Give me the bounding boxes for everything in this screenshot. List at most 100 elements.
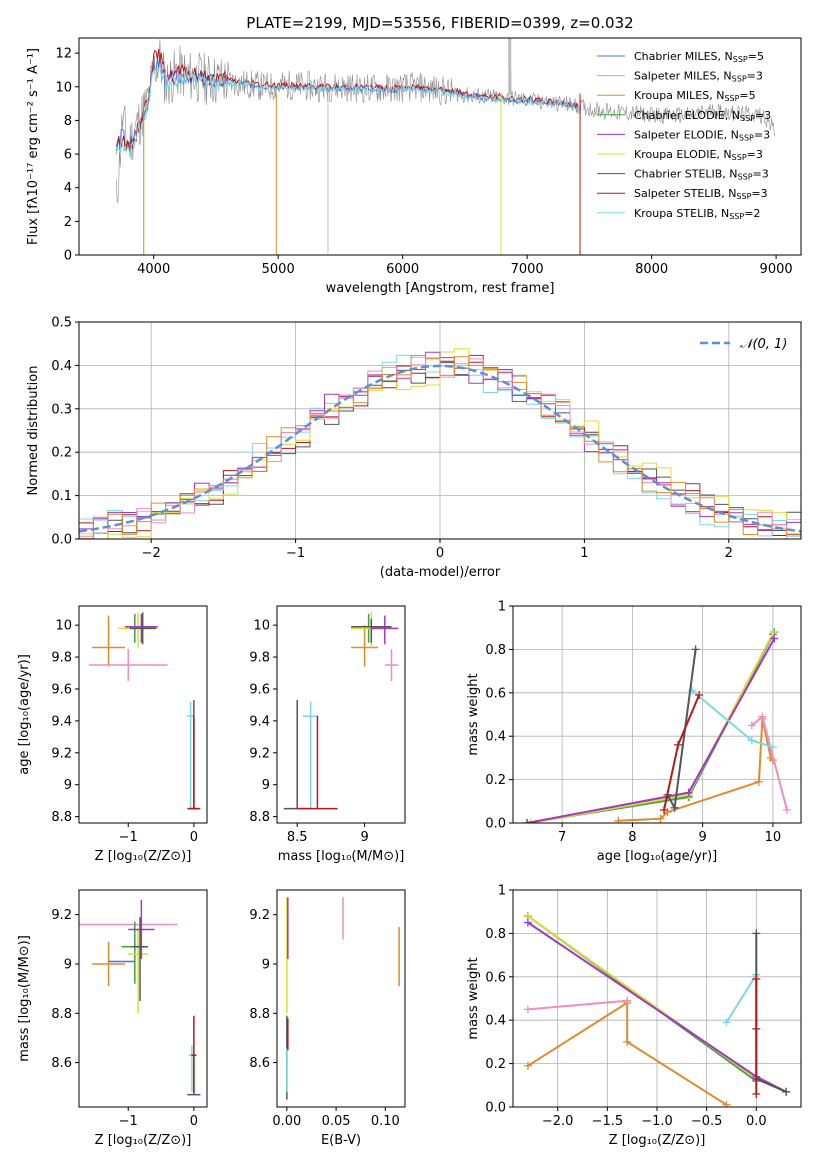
weight-point xyxy=(656,814,665,823)
mass_vs_z-ytick-label: 8.6 xyxy=(51,1056,72,1071)
mass_vs_z-frame xyxy=(78,889,208,1108)
residuals-ytick-label: 0.1 xyxy=(51,489,72,504)
spectrum-axes: 4000 5000 6000 7000 8000 9000 0 2 4 6 8 10 12 wavelen… xyxy=(55,47,792,296)
weight_vs_age-xtick-label: 7 xyxy=(558,830,566,845)
weight_vs_age-ytick-label: 0.2 xyxy=(485,773,506,788)
residuals-xtick-label: −1 xyxy=(286,546,305,561)
spectrum-ytick-label: 4 xyxy=(64,181,72,196)
weight-point xyxy=(623,996,632,1005)
spectrum-xtick-label: 5000 xyxy=(262,262,295,277)
weight_vs_age-xtick-label: 8 xyxy=(628,830,636,845)
weight-point xyxy=(722,1018,731,1027)
legend-suffix: =2 xyxy=(744,207,760,220)
weight_vs_z-ytick-label: 0.4 xyxy=(485,1014,506,1029)
spectrum-ytick-label: 10 xyxy=(55,80,72,95)
legend-suffix: =3 xyxy=(751,187,767,200)
spectrum-ylabel: Flux [fλ10⁻¹⁷ erg cm⁻² s⁻¹ A⁻¹] xyxy=(26,48,41,245)
legend-label: Salpeter ELODIE, N xyxy=(634,128,739,141)
weight-point xyxy=(752,974,761,983)
age_vs_z-ytick-label: 9 xyxy=(64,778,72,793)
weight_vs_z-xtick-label: −1.0 xyxy=(641,1114,673,1129)
age_vs_mass-ytick-label: 8.8 xyxy=(249,810,270,825)
legend-entry: 𝒩(0, 1) xyxy=(740,337,787,352)
weight-point xyxy=(722,1100,731,1107)
weight_vs_age-ylabel: mass weight xyxy=(466,673,481,755)
mass_vs_z-xlabel: Z [log₁₀(Z/Z⊙)] xyxy=(95,1133,192,1148)
spectrum-xtick-label: 4000 xyxy=(137,262,170,277)
weight_vs_z-ytick-label: 0.0 xyxy=(485,1101,506,1116)
age_vs_mass-xtick-label: 9 xyxy=(360,830,368,845)
residuals-ytick-label: 0.5 xyxy=(51,316,72,331)
weight-point xyxy=(752,1024,761,1033)
legend-entry: Chabrier STELIB, NSSP=3 xyxy=(634,168,769,182)
legend-label: Chabrier MILES, N xyxy=(634,50,733,63)
weight-line-kroupa_miles xyxy=(527,1000,728,1106)
age_vs_mass-ytick-label: 9.8 xyxy=(249,651,270,666)
weight_vs_age-axes: 7 8 9 10 0.0 0.2 0.4 0.6 0.8 1 age [log₁₀(age/yr)] xyxy=(485,600,801,864)
legend-entry: Chabrier MILES, NSSP=5 xyxy=(634,50,764,64)
legend-sub: SSP xyxy=(729,212,744,221)
weight-line-chabrier_stelib xyxy=(755,933,787,1093)
legend-sub: SSP xyxy=(732,75,747,84)
legend-suffix: =3 xyxy=(747,70,763,83)
legend-label: Kroupa STELIB, N xyxy=(634,207,729,220)
weight-point xyxy=(691,645,700,654)
weight_vs_age-ytick-label: 1 xyxy=(498,600,506,615)
weight_vs_z-xtick-label: 0.0 xyxy=(746,1114,767,1129)
age_vs_z-ytick-label: 8.8 xyxy=(51,810,72,825)
mass_vs_z-ytick-label: 8.8 xyxy=(51,1007,72,1022)
legend-suffix: =3 xyxy=(755,109,771,122)
weight-line-salpeter_miles xyxy=(527,999,628,1011)
mass_vs_ebv-plot xyxy=(286,897,400,1100)
weight_vs_age-xtick-label: 10 xyxy=(765,830,782,845)
spectrum-data-line xyxy=(116,39,776,203)
age_vs_mass-xtick-label: 8.5 xyxy=(287,830,308,845)
age_vs_mass-plot xyxy=(283,612,399,810)
age_vs_mass-ytick-label: 9 xyxy=(262,778,270,793)
age_vs_z-xtick-label: −1 xyxy=(119,830,138,845)
weight-point xyxy=(758,712,767,721)
weight-point xyxy=(623,1037,632,1046)
legend-sub: SSP xyxy=(733,55,748,64)
mass_vs_ebv-ytick-label: 8.8 xyxy=(249,1007,270,1022)
weight-point xyxy=(523,819,532,823)
legend-sub: SSP xyxy=(738,173,753,182)
weight-point xyxy=(674,740,683,749)
weight-point xyxy=(768,743,777,752)
spectrum-ytick-label: 6 xyxy=(64,148,72,163)
legend-entry: Chabrier ELODIE, NSSP=3 xyxy=(634,109,771,123)
weight-line-salpeter_miles xyxy=(751,714,788,811)
legend-label: Chabrier STELIB, N xyxy=(634,168,738,181)
age_vs_z-ytick-label: 9.4 xyxy=(51,714,72,729)
weight_vs_z-plot xyxy=(523,912,791,1107)
age_vs_z-plot xyxy=(88,612,201,810)
residuals-xtick-label: −2 xyxy=(142,546,161,561)
weight_vs_z-ytick-label: 0.2 xyxy=(485,1057,506,1072)
weight-point xyxy=(670,803,679,812)
weight-line-salpeter_elodie xyxy=(526,638,776,823)
legend-suffix: =5 xyxy=(748,50,764,63)
legend-entry: Kroupa STELIB, NSSP=2 xyxy=(634,207,760,221)
mass_vs_z-ytick-label: 9.2 xyxy=(51,908,72,923)
weight_vs_age-xlabel: age [log₁₀(age/yr)] xyxy=(597,849,718,864)
weight-point xyxy=(660,805,669,814)
legend-suffix: =3 xyxy=(747,148,763,161)
weight_vs_z-axes: −2.0 −1.5 −1.0 −0.5 0.0 0.0 0.2 0.4 0.6 0.8 1 Z [lo… xyxy=(485,884,801,1148)
weight-point xyxy=(523,918,532,927)
weight-point xyxy=(747,736,756,745)
weight_vs_age-ytick-label: 0.4 xyxy=(485,730,506,745)
legend-entry: Kroupa ELODIE, NSSP=3 xyxy=(634,148,763,162)
legend-sub: SSP xyxy=(739,133,754,142)
age_vs_mass-ytick-label: 9.4 xyxy=(249,714,270,729)
residuals-ylabel: Normed distribution xyxy=(26,366,41,496)
weight-line-kroupa_stelib xyxy=(725,974,758,1023)
weight-point xyxy=(782,1087,791,1096)
legend-label: Salpeter MILES, N xyxy=(634,70,732,83)
weight_vs_z-ytick-label: 0.8 xyxy=(485,927,506,942)
spectrum-ytick-label: 8 xyxy=(64,114,72,129)
residuals-xtick-label: 0 xyxy=(436,546,444,561)
age_vs_z-axes: −1 0 8.8 9 9.2 9.4 9.6 9.8 10 Z [log₁₀(Z/Z⊙)] xyxy=(51,619,198,864)
age_vs_z-frame xyxy=(78,605,208,824)
weight_vs_z-frame xyxy=(512,889,802,1108)
